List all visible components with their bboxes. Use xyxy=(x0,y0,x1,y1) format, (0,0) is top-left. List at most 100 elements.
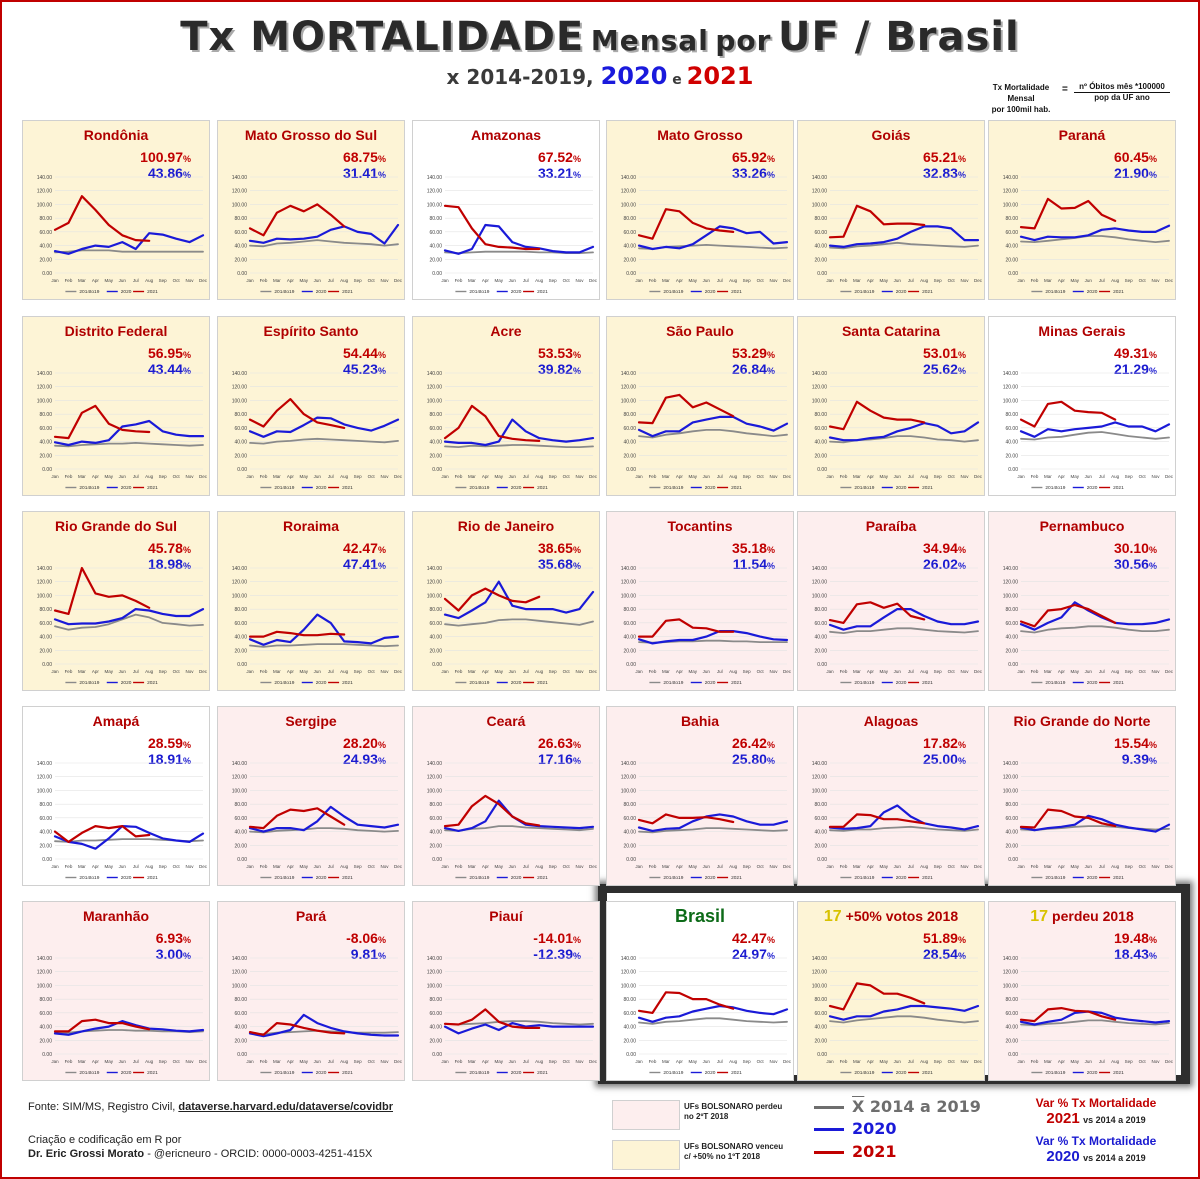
x-tick-label: May xyxy=(105,864,114,869)
pct-sign: % xyxy=(182,935,191,945)
y-tick-label: 80.00 xyxy=(1005,607,1018,613)
x-tick-label: Mar xyxy=(273,1059,281,1064)
source-link[interactable]: dataverse.harvard.edu/dataverse/covidbr xyxy=(178,1101,393,1113)
y-tick-label: 140.00 xyxy=(621,566,637,572)
pct-2021-value: 53.01 xyxy=(922,345,958,361)
x-tick-label: Jan xyxy=(51,474,59,479)
x-tick-label: May xyxy=(495,474,504,479)
source-label: Fonte: SIM/MS, Registro Civil, xyxy=(28,1101,179,1113)
chart-title: Tocantins xyxy=(607,518,793,534)
x-tick-label: Sep xyxy=(934,474,943,479)
x-tick-label: Dec xyxy=(199,474,208,479)
legend-label-2020: 2020 xyxy=(121,680,132,686)
y-tick-label: 0.00 xyxy=(1008,467,1018,473)
chart-panel-brasil: Brasil 42.47% 24.97% 0.00 20.00 40.00 60.00 80.… xyxy=(606,901,794,1081)
pct-sign: % xyxy=(572,561,581,571)
formula-numerator: nº Óbitos mês *100000 xyxy=(1074,82,1170,93)
x-tick-label: Jun xyxy=(314,278,322,283)
formula-lhs-line2: por 100mil hab. xyxy=(991,105,1051,114)
pct-2021: 6.93% xyxy=(156,930,191,946)
x-tick-label: Feb xyxy=(1031,278,1039,283)
x-tick-label: Nov xyxy=(1152,474,1161,479)
legend-label-base: 2014to19 xyxy=(1045,875,1065,881)
y-tick-label: 80.00 xyxy=(814,412,827,418)
y-tick-label: 0.00 xyxy=(817,467,827,473)
pct-2021-value: 42.47 xyxy=(342,540,378,556)
pct-2021: -14.01% xyxy=(533,930,581,946)
x-tick-label: Sep xyxy=(934,278,943,283)
x-tick-label: Sep xyxy=(549,474,558,479)
y-tick-label: 0.00 xyxy=(432,857,442,863)
chart-svg: 0.00 20.00 40.00 60.00 80.00 100.00 120.00 140.… xyxy=(37,371,208,491)
legend-label-base: 2014to19 xyxy=(663,1070,683,1076)
x-tick-label: Jun xyxy=(703,474,711,479)
x-tick-label: Aug xyxy=(535,864,544,869)
chart-panel-sao-paulo: São Paulo 53.29% 26.84% 0.00 20.00 40.00 60.00… xyxy=(606,316,794,496)
x-tick-label: Dec xyxy=(199,864,208,869)
legend-label-base: 2014to19 xyxy=(854,1070,874,1076)
x-tick-label: Feb xyxy=(65,864,73,869)
x-tick-label: May xyxy=(105,474,114,479)
y-tick-label: 120.00 xyxy=(621,189,637,195)
x-tick-label: Sep xyxy=(549,1059,558,1064)
legend-won-swatch xyxy=(612,1140,680,1170)
x-tick-label: May xyxy=(689,278,698,283)
series-line-2021 xyxy=(1019,400,1117,428)
series-line-2020 xyxy=(53,232,205,255)
y-tick-label: 60.00 xyxy=(429,426,442,432)
x-tick-label: Sep xyxy=(743,278,752,283)
x-tick-label: Nov xyxy=(770,864,779,869)
y-tick-label: 60.00 xyxy=(623,230,636,236)
pct-2021-value: 45.78 xyxy=(147,540,183,556)
x-tick-label: Jan xyxy=(826,669,834,674)
series-line-2021 xyxy=(443,794,541,828)
y-tick-label: 40.00 xyxy=(39,635,52,641)
y-tick-label: 100.00 xyxy=(232,983,248,989)
y-tick-label: 100.00 xyxy=(1003,788,1019,794)
chart-title-text: Ceará xyxy=(486,713,526,729)
x-tick-label: Apr xyxy=(92,669,100,674)
series-line-2020 xyxy=(637,225,789,251)
pct-sign: % xyxy=(377,170,386,180)
legend-label-2021: 2021 xyxy=(342,485,353,491)
var-2020-year: 2020 xyxy=(1046,1148,1080,1165)
x-tick-label: Jul xyxy=(133,278,139,283)
x-tick-label: Dec xyxy=(394,474,403,479)
series-line-base xyxy=(444,618,594,627)
x-tick-label: Apr xyxy=(92,278,100,283)
chart-panel-rio-grande-do-norte: Rio Grande do Norte 15.54% 9.39% 0.00 20.00 4… xyxy=(988,706,1176,886)
x-tick-label: Oct xyxy=(948,1059,956,1064)
y-tick-label: 100.00 xyxy=(1003,983,1019,989)
x-tick-label: Feb xyxy=(649,1059,657,1064)
pct-sign: % xyxy=(957,154,966,164)
x-tick-label: Dec xyxy=(974,278,983,283)
y-tick-label: 40.00 xyxy=(1005,635,1018,641)
credit-line-2: Dr. Eric Grossi Morato - @ericneuro - OR… xyxy=(28,1148,372,1160)
pct-sign: % xyxy=(957,740,966,750)
legend-label-2020: 2020 xyxy=(316,1070,327,1076)
x-tick-label: Feb xyxy=(455,474,463,479)
y-tick-label: 140.00 xyxy=(1003,761,1019,767)
chart-title-text: Rio de Janeiro xyxy=(457,518,555,534)
pct-2021: 49.31% xyxy=(1114,345,1157,361)
y-tick-label: 40.00 xyxy=(814,440,827,446)
y-tick-label: 0.00 xyxy=(432,271,442,277)
x-tick-label: Jun xyxy=(894,864,902,869)
x-tick-label: Nov xyxy=(961,278,970,283)
x-tick-label: Aug xyxy=(920,1059,929,1064)
y-tick-label: 100.00 xyxy=(427,202,443,208)
y-tick-label: 120.00 xyxy=(1003,970,1019,976)
chart-panel-rio-grande-do-sul: Rio Grande do Sul 45.78% 18.98% 0.00 20.00 40… xyxy=(22,511,210,691)
pct-2021-value: 67.52 xyxy=(537,149,573,165)
y-tick-label: 120.00 xyxy=(1003,385,1019,391)
y-tick-label: 140.00 xyxy=(621,956,637,962)
pct-2021-value: 49.31 xyxy=(1113,345,1149,361)
y-tick-label: 140.00 xyxy=(37,956,53,962)
x-tick-label: Mar xyxy=(662,278,670,283)
legend-label-base: 2014to19 xyxy=(1045,1070,1065,1076)
series-line-2020 xyxy=(443,418,595,447)
y-tick-label: 80.00 xyxy=(623,216,636,222)
y-tick-label: 80.00 xyxy=(429,216,442,222)
x-tick-label: Feb xyxy=(260,474,268,479)
var-2020-note: Var % Tx Mortalidade 2020 vs 2014 a 2019 xyxy=(1008,1134,1184,1166)
